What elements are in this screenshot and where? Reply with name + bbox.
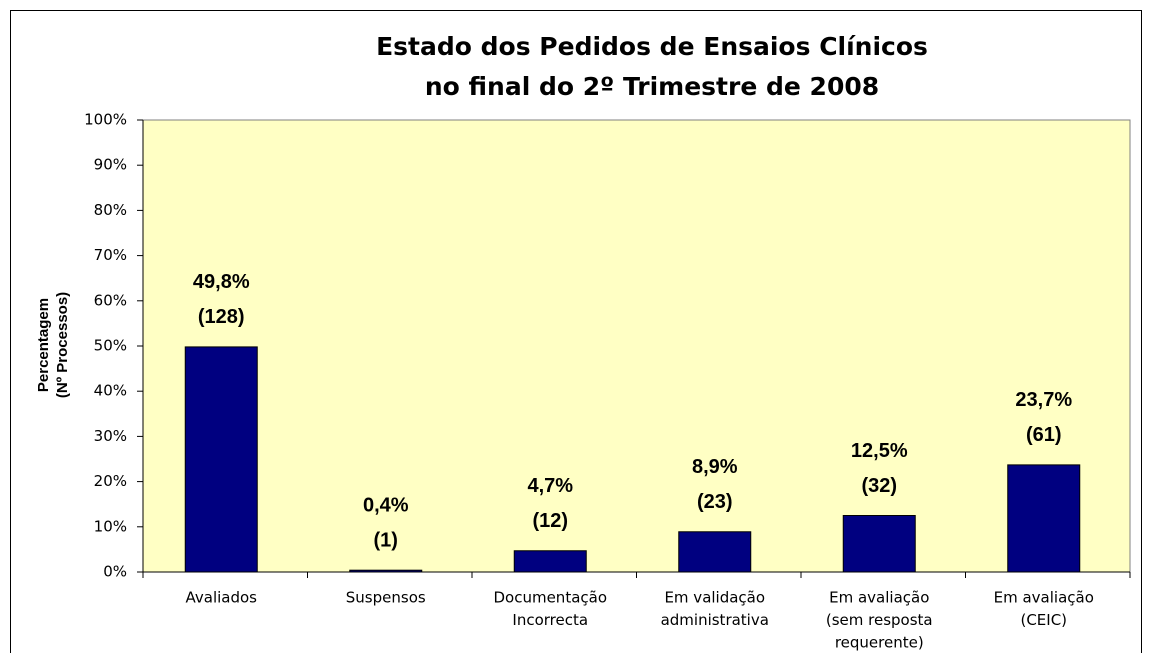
x-tick-label: (sem resposta — [826, 611, 933, 629]
y-axis-label: (Nº Processos) — [54, 292, 71, 398]
y-tick-label: 40% — [94, 382, 127, 400]
count-label: (128) — [198, 306, 245, 328]
y-tick-label: 70% — [94, 246, 127, 264]
count-label: (61) — [1026, 424, 1062, 446]
y-axis-label: Percentagem — [35, 298, 52, 392]
count-label: (12) — [532, 510, 568, 532]
x-tick-label: (CEIC) — [1020, 611, 1067, 629]
bar — [678, 531, 752, 573]
y-tick-label: 100% — [84, 111, 127, 129]
bar — [1007, 464, 1081, 573]
count-label: (32) — [861, 475, 897, 497]
chart-title: Estado dos Pedidos de Ensaios Clínicos — [376, 32, 928, 61]
count-label: (1) — [374, 529, 398, 551]
bar — [349, 569, 423, 573]
x-tick-label: Em avaliação — [994, 589, 1094, 607]
chart-title: no final do 2º Trimestre de 2008 — [425, 72, 879, 101]
x-tick-label: requerente) — [835, 634, 924, 652]
x-tick-label: Em avaliação — [829, 589, 929, 607]
y-tick-label: 10% — [94, 517, 127, 535]
value-label: 0,4% — [363, 494, 409, 516]
count-label: (23) — [697, 491, 733, 513]
x-tick-label: administrativa — [661, 611, 769, 629]
value-label: 8,9% — [692, 456, 738, 478]
y-tick-label: 50% — [94, 337, 127, 355]
x-tick-label: Avaliados — [186, 589, 258, 607]
plot-area — [142, 119, 1131, 573]
y-tick-label: 80% — [94, 201, 127, 219]
value-label: 49,8% — [193, 271, 250, 293]
x-tick-label: Incorrecta — [512, 611, 588, 629]
bar — [184, 346, 258, 573]
x-tick-label: Suspensos — [346, 589, 426, 607]
y-tick-label: 20% — [94, 472, 127, 490]
bar — [513, 550, 587, 573]
x-tick-label: Em validação — [664, 589, 765, 607]
x-tick-label: Documentação — [493, 589, 607, 607]
y-tick-label: 30% — [94, 427, 127, 445]
y-tick-label: 0% — [103, 563, 127, 581]
bar — [842, 515, 916, 573]
y-tick-label: 90% — [94, 156, 127, 174]
value-label: 12,5% — [851, 440, 908, 462]
value-label: 4,7% — [527, 475, 573, 497]
value-label: 23,7% — [1015, 389, 1072, 411]
y-tick-label: 60% — [94, 291, 127, 309]
